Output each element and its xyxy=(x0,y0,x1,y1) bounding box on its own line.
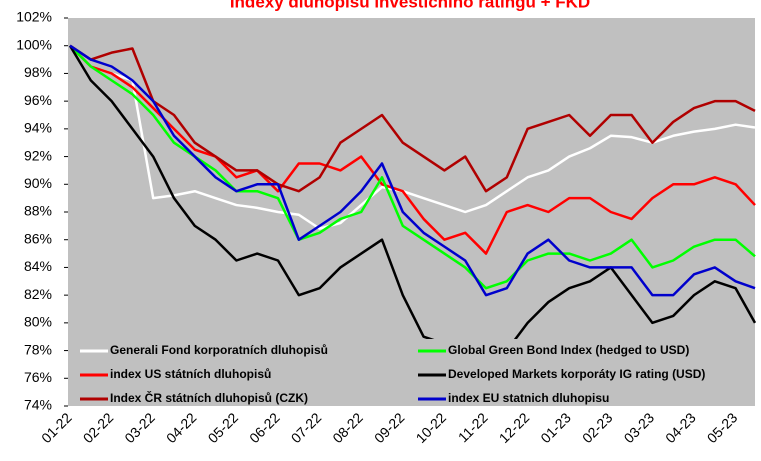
legend-label: Developed Markets korporáty IG rating (U… xyxy=(448,367,705,381)
legend-label: index US státních dluhopisů xyxy=(110,367,271,381)
x-tick-label: 11-22 xyxy=(455,409,491,445)
x-tick-label: 01-23 xyxy=(537,409,574,446)
y-tick-label: 76% xyxy=(24,369,52,385)
series-line xyxy=(68,45,757,366)
series-line xyxy=(69,44,756,230)
y-tick-label: 90% xyxy=(24,175,52,191)
legend xyxy=(70,339,740,405)
x-tick-label: 02-22 xyxy=(80,409,117,446)
y-tick-label: 82% xyxy=(24,286,52,302)
series-line xyxy=(69,44,756,290)
y-tick-label: 84% xyxy=(24,258,52,274)
x-tick-label: 05-22 xyxy=(205,409,242,446)
x-tick-label: 07-22 xyxy=(288,409,325,446)
legend-label: index EU statnich dluhopisu xyxy=(448,391,609,405)
x-tick-label: 05-23 xyxy=(704,409,741,446)
y-tick-label: 102% xyxy=(16,9,52,25)
x-tick-label: 04-22 xyxy=(163,409,200,446)
x-tick-label: 10-22 xyxy=(413,409,450,446)
legend-label: Generali Fond korporatních dluhopisů xyxy=(110,343,328,357)
y-tick-label: 88% xyxy=(24,203,52,219)
y-tick-label: 86% xyxy=(24,230,52,246)
y-tick-label: 96% xyxy=(24,92,52,108)
x-tick-label: 02-23 xyxy=(579,409,616,446)
series-line xyxy=(69,44,756,297)
x-tick-label: 12-22 xyxy=(496,409,533,446)
x-tick-label: 09-22 xyxy=(371,409,408,446)
x-tick-label: 03-22 xyxy=(121,409,158,446)
x-tick-label: 08-22 xyxy=(329,409,366,446)
legend-label: Global Green Bond Index (hedged to USD) xyxy=(448,343,689,357)
legend-label: Index ČR státních dluhopisů (CZK) xyxy=(110,390,308,405)
y-tick-label: 80% xyxy=(24,314,52,330)
x-tick-label: 03-23 xyxy=(621,409,658,446)
x-tick-label: 01-22 xyxy=(38,409,75,446)
y-tick-label: 100% xyxy=(16,36,52,52)
y-tick-label: 98% xyxy=(24,64,52,80)
y-tick-label: 94% xyxy=(24,120,52,136)
series-line xyxy=(69,44,756,255)
chart-title: Indexy dluhopisů investičního ratingu + … xyxy=(230,0,590,11)
x-tick-label: 04-23 xyxy=(662,409,699,446)
x-tick-label: 06-22 xyxy=(246,409,283,446)
series-line xyxy=(69,44,756,193)
y-tick-label: 92% xyxy=(24,147,52,163)
y-tick-label: 78% xyxy=(24,341,52,357)
y-tick-label: 74% xyxy=(24,397,52,413)
